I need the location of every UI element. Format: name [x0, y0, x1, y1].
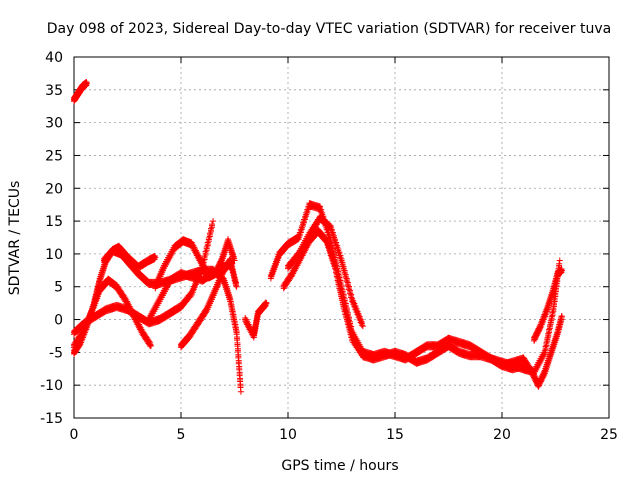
series-arc-i [242, 299, 270, 341]
series-arc-a [71, 78, 90, 105]
series-arc-g [152, 236, 238, 292]
series-arc-m [488, 313, 565, 390]
series-arc-c [71, 275, 155, 351]
data-point [550, 308, 557, 315]
x-tick-label: 25 [600, 427, 618, 443]
y-tick-label: 40 [45, 50, 63, 66]
x-tick-label: 10 [279, 427, 297, 443]
x-tick-label: 15 [386, 427, 404, 443]
data-point [203, 247, 210, 254]
data-point [214, 268, 221, 275]
data-point [202, 309, 209, 316]
data-point [206, 233, 213, 240]
y-tick-label: 0 [54, 313, 63, 329]
y-tick-label: -15 [40, 411, 63, 427]
y-tick-label: 35 [45, 83, 63, 99]
data-point [215, 265, 222, 272]
data-point [214, 266, 221, 273]
series-arc-h [178, 255, 240, 351]
chart-title: Day 098 of 2023, Sidereal Day-to-day VTE… [47, 21, 611, 37]
data-point [213, 269, 220, 276]
data-point [217, 261, 224, 268]
x-axis-label: GPS time / hours [281, 458, 398, 474]
plot-frame [73, 56, 610, 419]
data-point [216, 264, 223, 271]
data-point [209, 224, 216, 231]
data-point [188, 291, 195, 298]
x-tick-label: 20 [493, 427, 511, 443]
x-tick-label: 0 [70, 427, 79, 443]
x-tick-labels: 0 5 10 15 20 25 [70, 427, 618, 443]
data-point [190, 286, 197, 293]
y-tick-label: 5 [54, 280, 63, 296]
data-point [78, 332, 85, 339]
data-point [187, 293, 194, 300]
y-tick-label: -5 [49, 345, 63, 361]
data-point [191, 284, 198, 291]
data-point [152, 254, 159, 261]
y-axis-label: SDTVAR / TECUs [7, 181, 23, 296]
data-point [546, 329, 553, 336]
y-tick-label: 20 [45, 181, 63, 197]
data-point [210, 218, 217, 225]
data-point [148, 342, 155, 349]
y-tick-label: 10 [45, 247, 63, 263]
series-arc-j [267, 200, 527, 374]
series-arc-k [280, 226, 563, 377]
data-point [233, 283, 240, 290]
data-point [218, 260, 225, 267]
data-point [201, 256, 208, 263]
grid [74, 57, 609, 418]
data-point [205, 238, 212, 245]
y-tick-labels: -15 -10 -5 0 5 10 15 20 25 30 35 40 [40, 50, 63, 427]
data-point [216, 263, 223, 270]
data-point [189, 289, 196, 296]
data-point [202, 251, 209, 258]
y-tick-label: -10 [40, 378, 63, 394]
data-point [212, 272, 219, 279]
data-point [83, 80, 90, 87]
y-tick-label: 15 [45, 214, 63, 230]
data-point [237, 388, 244, 395]
data-point [212, 270, 219, 277]
y-tick-label: 30 [45, 116, 63, 132]
data-point [204, 242, 211, 249]
y-tick-label: 25 [45, 148, 63, 164]
x-tick-label: 5 [177, 427, 186, 443]
scatter-points [71, 78, 565, 395]
axis-ticks [73, 56, 610, 419]
data-point [556, 257, 563, 264]
data-point [207, 228, 214, 235]
